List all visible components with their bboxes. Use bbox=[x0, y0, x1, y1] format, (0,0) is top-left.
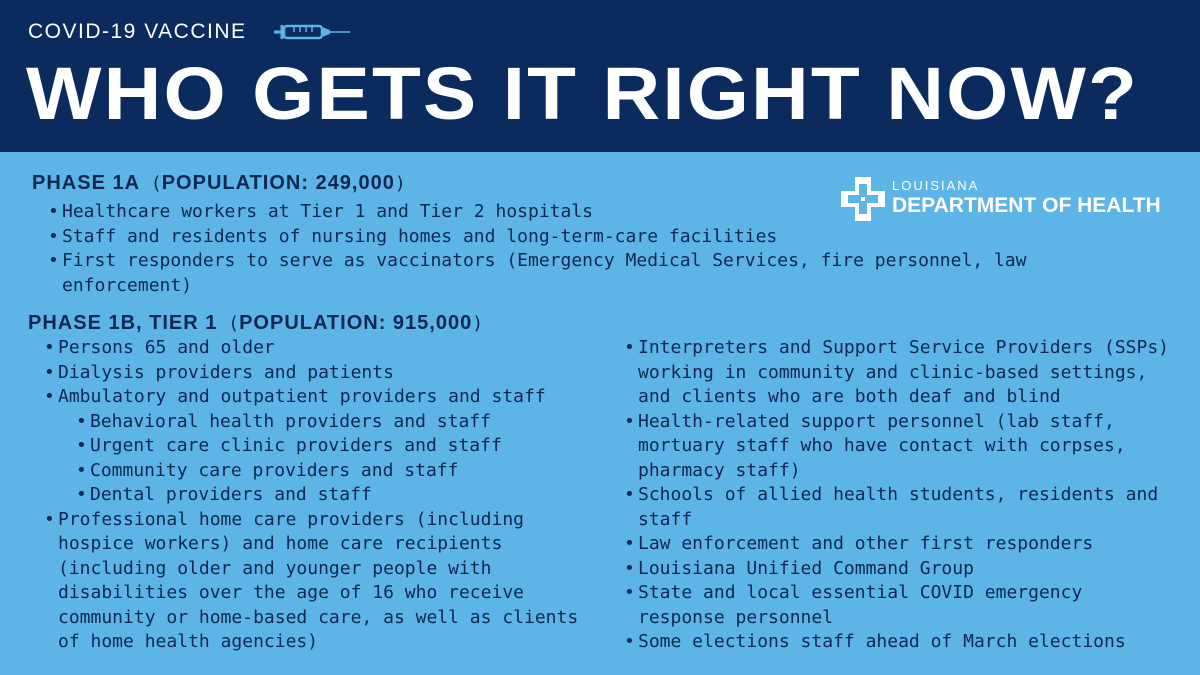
list-item: Ambulatory and outpatient providers and … bbox=[44, 385, 614, 410]
logo-line1: LOUISIANA bbox=[892, 178, 980, 193]
list-item-continuation: disabilities over the age of 16 who rece… bbox=[58, 582, 524, 603]
sub-list-item: Urgent care clinic providers and staff bbox=[44, 434, 614, 459]
list-item-continuation: enforcement) bbox=[62, 274, 193, 296]
header-banner: COVID-19 VACCINE WHO GETS IT RIGHT NOW? bbox=[0, 0, 1200, 152]
list-item-continuation: hospice workers) and home care recipient… bbox=[58, 533, 503, 554]
headline: WHO GETS IT RIGHT NOW? bbox=[26, 52, 1140, 135]
list-item: Professional home care providers (includ… bbox=[44, 508, 614, 533]
list-item-continuation: mortuary staff who have contact with cor… bbox=[638, 435, 1126, 456]
paren-open: ( bbox=[228, 313, 240, 334]
sub-list-item: Behavioral health providers and staff bbox=[44, 410, 614, 435]
phase-1b-left-list: Persons 65 and older Dialysis providers … bbox=[44, 336, 614, 655]
list-item-continuation: and clients who are both deaf and blind bbox=[638, 386, 1061, 407]
list-item: Health-related support personnel (lab st… bbox=[624, 410, 1184, 435]
list-item: Interpreters and Support Service Provide… bbox=[624, 336, 1184, 361]
list-item: Healthcare workers at Tier 1 and Tier 2 … bbox=[48, 200, 1048, 225]
list-item: State and local essential COVID emergenc… bbox=[624, 581, 1184, 606]
health-cross-icon bbox=[841, 177, 885, 221]
sub-list-item: Dental providers and staff bbox=[44, 483, 614, 508]
list-item-continuation: (including older and younger people with bbox=[58, 557, 492, 579]
list-item: Some elections staff ahead of March elec… bbox=[624, 630, 1184, 655]
list-item-continuation: of home health agencies) bbox=[58, 631, 319, 652]
phase-1a-label: PHASE 1A bbox=[32, 172, 141, 194]
phase-1b-population: POPULATION: 915,000 bbox=[239, 312, 473, 334]
paren-open: ( bbox=[150, 173, 162, 194]
phase-1b-label: PHASE 1B, TIER 1 bbox=[28, 312, 218, 334]
list-item-continuation: working in community and clinic-based se… bbox=[638, 361, 1148, 383]
phase-1a-list: Healthcare workers at Tier 1 and Tier 2 … bbox=[48, 200, 1048, 298]
phase-1a-title: PHASE 1A (POPULATION: 249,000) bbox=[32, 172, 406, 195]
paren-close: ) bbox=[394, 173, 406, 194]
list-item-continuation: pharmacy staff) bbox=[638, 459, 801, 481]
list-item: Louisiana Unified Command Group bbox=[624, 557, 1184, 582]
phase-1b-title: PHASE 1B, TIER 1 (POPULATION: 915,000) bbox=[28, 312, 483, 335]
list-item: Law enforcement and other first responde… bbox=[624, 532, 1184, 557]
list-item-continuation: community or home-based care, as well as… bbox=[58, 606, 579, 628]
phase-1b-right-list: Interpreters and Support Service Provide… bbox=[624, 336, 1184, 655]
list-item: Persons 65 and older bbox=[44, 336, 614, 361]
list-item-continuation: response personnel bbox=[638, 606, 834, 628]
syringe-icon bbox=[274, 24, 350, 40]
list-item: Schools of allied health students, resid… bbox=[624, 483, 1184, 508]
list-item: First responders to serve as vaccinators… bbox=[48, 249, 1048, 274]
list-item: Staff and residents of nursing homes and… bbox=[48, 225, 1048, 250]
sub-list-item: Community care providers and staff bbox=[44, 459, 614, 484]
list-item: Dialysis providers and patients bbox=[44, 361, 614, 386]
paren-close: ) bbox=[472, 313, 484, 334]
kicker-text: COVID-19 VACCINE bbox=[28, 20, 247, 43]
list-item-continuation: staff bbox=[638, 508, 693, 530]
phase-1a-population: POPULATION: 249,000 bbox=[161, 172, 395, 194]
